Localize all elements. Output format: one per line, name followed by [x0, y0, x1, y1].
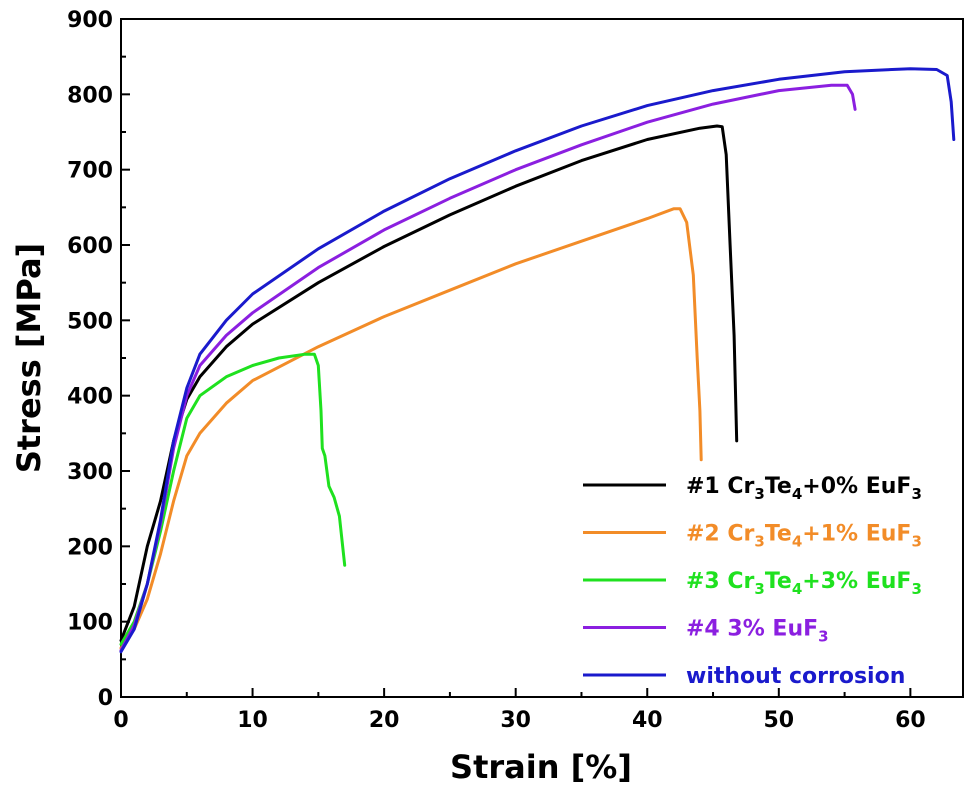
y-axis-title: Stress [MPa]	[10, 243, 48, 473]
series-line-2	[119, 207, 703, 650]
x-tick-label: 40	[632, 708, 663, 733]
y-tick-label: 700	[67, 159, 113, 184]
plot-frame	[120, 18, 964, 698]
series-line-1	[119, 124, 739, 642]
series-line-5	[119, 67, 956, 654]
y-tick-label: 900	[67, 8, 113, 33]
y-tick-label: 500	[67, 309, 113, 334]
legend-label-1: #1 Cr3Te4+0% EuF3	[686, 474, 922, 503]
y-tick-label: 100	[67, 611, 113, 636]
legend-label-2: #2 Cr3Te4+1% EuF3	[686, 522, 922, 551]
x-axis-ticks: 0 10 20 30 40 50 60	[113, 688, 926, 733]
series-line-4	[119, 83, 857, 652]
x-axis-title: Strain [%]	[450, 748, 632, 786]
y-tick-label: 400	[67, 385, 113, 410]
x-tick-label: 10	[237, 708, 268, 733]
y-tick-label: 0	[98, 686, 113, 711]
series-line-3	[119, 352, 347, 646]
plot-area-border	[120, 18, 964, 698]
x-tick-label: 60	[895, 708, 926, 733]
legend-label-4: #4 3% EuF3	[686, 617, 829, 646]
y-tick-label: 800	[67, 83, 113, 108]
x-tick-label: 20	[369, 708, 400, 733]
series-layer	[119, 67, 956, 654]
y-tick-label: 600	[67, 234, 113, 259]
y-axis-ticks: 0 100 200 300 400 500 600 700 800 900	[67, 8, 130, 711]
legend-label-3: #3 Cr3Te4+3% EuF3	[686, 569, 922, 598]
x-tick-label: 30	[500, 708, 531, 733]
y-tick-label: 300	[67, 460, 113, 485]
y-tick-label: 200	[67, 535, 113, 560]
legend-label-5: without corrosion	[686, 664, 905, 689]
x-tick-label: 0	[113, 708, 128, 733]
legend: #1 Cr3Te4+0% EuF3 #2 Cr3Te4+1% EuF3 #3 Cr3…	[583, 474, 922, 689]
x-tick-label: 50	[764, 708, 795, 733]
